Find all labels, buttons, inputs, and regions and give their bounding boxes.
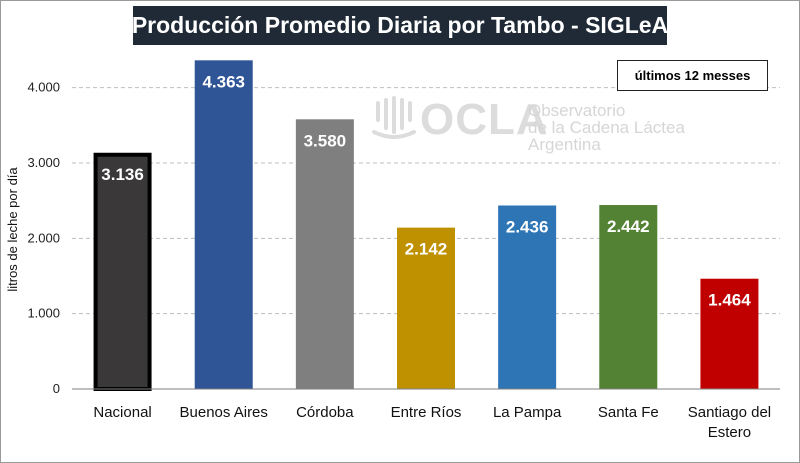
x-tick-label: Nacional [93, 404, 151, 421]
watermark-line-3: Argentina [528, 135, 601, 154]
y-tick-label: 1.000 [27, 306, 60, 321]
watermark-logo-text: OCLA [420, 95, 549, 144]
y-tick-label: 3.000 [27, 155, 60, 170]
y-tick-label: 0 [53, 381, 60, 396]
bar-santa-fe [599, 205, 658, 389]
data-label: 3.136 [101, 165, 144, 184]
data-label: 2.142 [405, 240, 448, 259]
bar-buenos-aires [194, 60, 253, 389]
y-tick-label: 4.000 [27, 80, 60, 95]
y-tick-label: 2.000 [27, 230, 60, 245]
period-label: últimos 12 messes [617, 60, 768, 91]
chart-title: Producción Promedio Diaria por Tambo - S… [132, 6, 668, 45]
ocla-watermark: OCLA Observatorio de la Cadena Láctea Ar… [372, 95, 685, 154]
watermark-line-2: de la Cadena Láctea [528, 118, 685, 137]
data-label: 1.464 [708, 291, 751, 310]
data-label: 2.436 [506, 217, 549, 236]
data-label: 4.363 [202, 72, 245, 91]
x-tick-label: Santa Fe [598, 404, 659, 421]
data-label: 2.442 [607, 217, 650, 236]
y-axis-ticks: 0 1.000 2.000 3.000 4.000 [27, 80, 60, 396]
x-tick-label: Estero [708, 424, 751, 441]
bar-nacional [93, 152, 152, 391]
bar-c-rdoba [295, 119, 354, 389]
x-tick-label: Entre Ríos [391, 404, 462, 421]
x-tick-label: Córdoba [296, 404, 354, 421]
x-tick-label: Santiago del [688, 404, 771, 421]
category-labels: Nacional Buenos Aires Córdoba Entre Ríos La … [93, 404, 771, 441]
ocla-logo-icon [372, 96, 416, 139]
x-tick-label: La Pampa [493, 404, 562, 421]
bar-santiago-del-estero [700, 278, 759, 389]
bar-la-pampa [498, 205, 557, 389]
bar-entre-r-os [397, 227, 455, 389]
y-axis-label: litros de leche por día [5, 167, 20, 292]
data-label: 3.580 [304, 131, 347, 150]
x-tick-label: Buenos Aires [180, 404, 268, 421]
data-labels: 3.136 4.363 3.580 2.142 2.436 2.442 1.464 [101, 72, 751, 309]
watermark-line-1: Observatorio [528, 101, 625, 120]
bars [93, 60, 759, 391]
